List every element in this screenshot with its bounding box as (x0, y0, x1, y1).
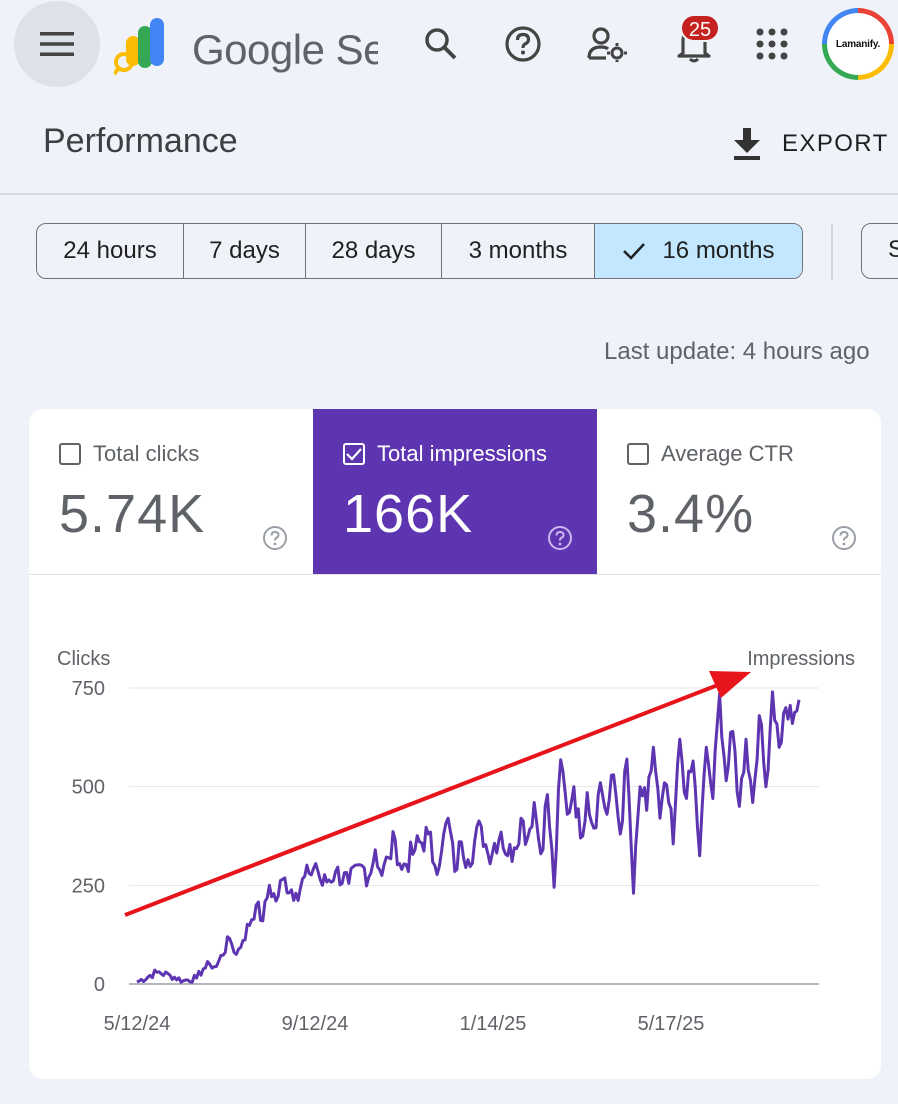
metric-value: 166K (343, 484, 474, 544)
metric-divider (29, 574, 881, 575)
trend-arrow (124, 671, 751, 917)
top-app-bar: Google Sea 25 (0, 0, 898, 96)
chip-24-hours[interactable]: 24 hours (37, 224, 184, 278)
metric-total-clicks[interactable]: Total clicks 5.74K (29, 409, 313, 575)
help-circle-icon[interactable] (831, 525, 857, 551)
export-label: EXPORT (782, 130, 889, 157)
chip-label: 7 days (209, 237, 280, 264)
checkmark-icon (623, 243, 646, 260)
chip-label: 16 months (662, 237, 775, 264)
export-button[interactable]: EXPORT (732, 124, 889, 164)
menu-icon (40, 32, 74, 56)
right-axis-label: Impressions (747, 648, 855, 670)
page-title: Performance (43, 122, 238, 160)
help-button[interactable] (503, 22, 543, 66)
y-tick-label: 750 (72, 678, 105, 700)
last-update-text: Last update: 4 hours ago (604, 338, 870, 365)
y-tick-label: 250 (72, 875, 105, 897)
left-axis-label: Clicks (57, 648, 110, 670)
checkbox-unchecked-icon[interactable] (627, 443, 649, 465)
account-avatar[interactable]: Lamanify. (822, 8, 894, 80)
notification-count-badge: 25 (680, 14, 720, 42)
trend-arrow-shaft (124, 681, 724, 917)
checkbox-unchecked-icon[interactable] (59, 443, 81, 465)
metric-label-row: Total impressions (343, 441, 547, 467)
metric-value: 5.74K (59, 484, 206, 544)
x-tick-label: 1/14/25 (460, 1013, 527, 1035)
y-tick-label: 0 (94, 974, 105, 996)
metric-average-ctr[interactable]: Average CTR 3.4% (597, 409, 881, 575)
x-tick-label: 5/17/25 (638, 1013, 705, 1035)
chip-search-type[interactable]: S (861, 223, 898, 279)
app-title: Google Sea (192, 26, 378, 73)
chart-grid (129, 687, 819, 985)
y-tick-label: 500 (72, 777, 105, 799)
x-axis-ticks: 5/12/24 9/12/24 1/14/25 5/17/25 (104, 1013, 705, 1035)
chip-label: 3 months (468, 237, 568, 264)
x-tick-label: 5/12/24 (104, 1013, 171, 1035)
metric-label-row: Total clicks (59, 441, 199, 467)
download-icon (734, 128, 760, 160)
manage-accounts-icon (587, 27, 627, 62)
performance-chart: Clicks Impressions 0 250 500 750 5/12/24 9/1… (57, 648, 855, 1035)
metric-label: Total impressions (377, 441, 547, 466)
header-divider (0, 193, 898, 195)
menu-button[interactable] (14, 1, 100, 87)
search-icon (425, 28, 457, 60)
date-range-selector: 24 hours 7 days 28 days 3 months 16 mont… (36, 223, 803, 279)
chip-label: 28 days (331, 237, 416, 264)
performance-card: Total clicks 5.74K Total impressions 166… (29, 409, 881, 1079)
search-button[interactable] (421, 22, 461, 66)
chip-7-days[interactable]: 7 days (184, 224, 306, 278)
trend-arrow-head (709, 671, 751, 698)
chip-divider (831, 224, 833, 280)
chip-label: S (888, 236, 898, 263)
impressions-series-line (136, 690, 801, 984)
search-console-logo (114, 18, 164, 76)
metric-label-row: Average CTR (627, 441, 794, 467)
metric-value: 3.4% (627, 484, 755, 544)
apps-button[interactable] (752, 22, 792, 66)
checkbox-checked-icon[interactable] (343, 443, 365, 465)
metric-label: Total clicks (93, 441, 200, 466)
chip-28-days[interactable]: 28 days (306, 224, 442, 278)
help-circle-icon[interactable] (547, 525, 573, 551)
chip-3-months[interactable]: 3 months (442, 224, 595, 278)
help-circle-icon[interactable] (262, 525, 288, 551)
x-tick-label: 9/12/24 (282, 1013, 349, 1035)
metric-label: Average CTR (661, 441, 794, 466)
manage-users-button[interactable] (587, 22, 627, 66)
metric-total-impressions[interactable]: Total impressions 166K (313, 409, 597, 575)
help-icon (505, 26, 541, 62)
chip-label: 24 hours (63, 237, 157, 264)
y-axis-ticks: 0 250 500 750 (72, 678, 105, 996)
avatar-text: Lamanify. (827, 13, 889, 75)
chip-16-months[interactable]: 16 months (595, 224, 802, 278)
apps-grid-icon (756, 28, 788, 60)
